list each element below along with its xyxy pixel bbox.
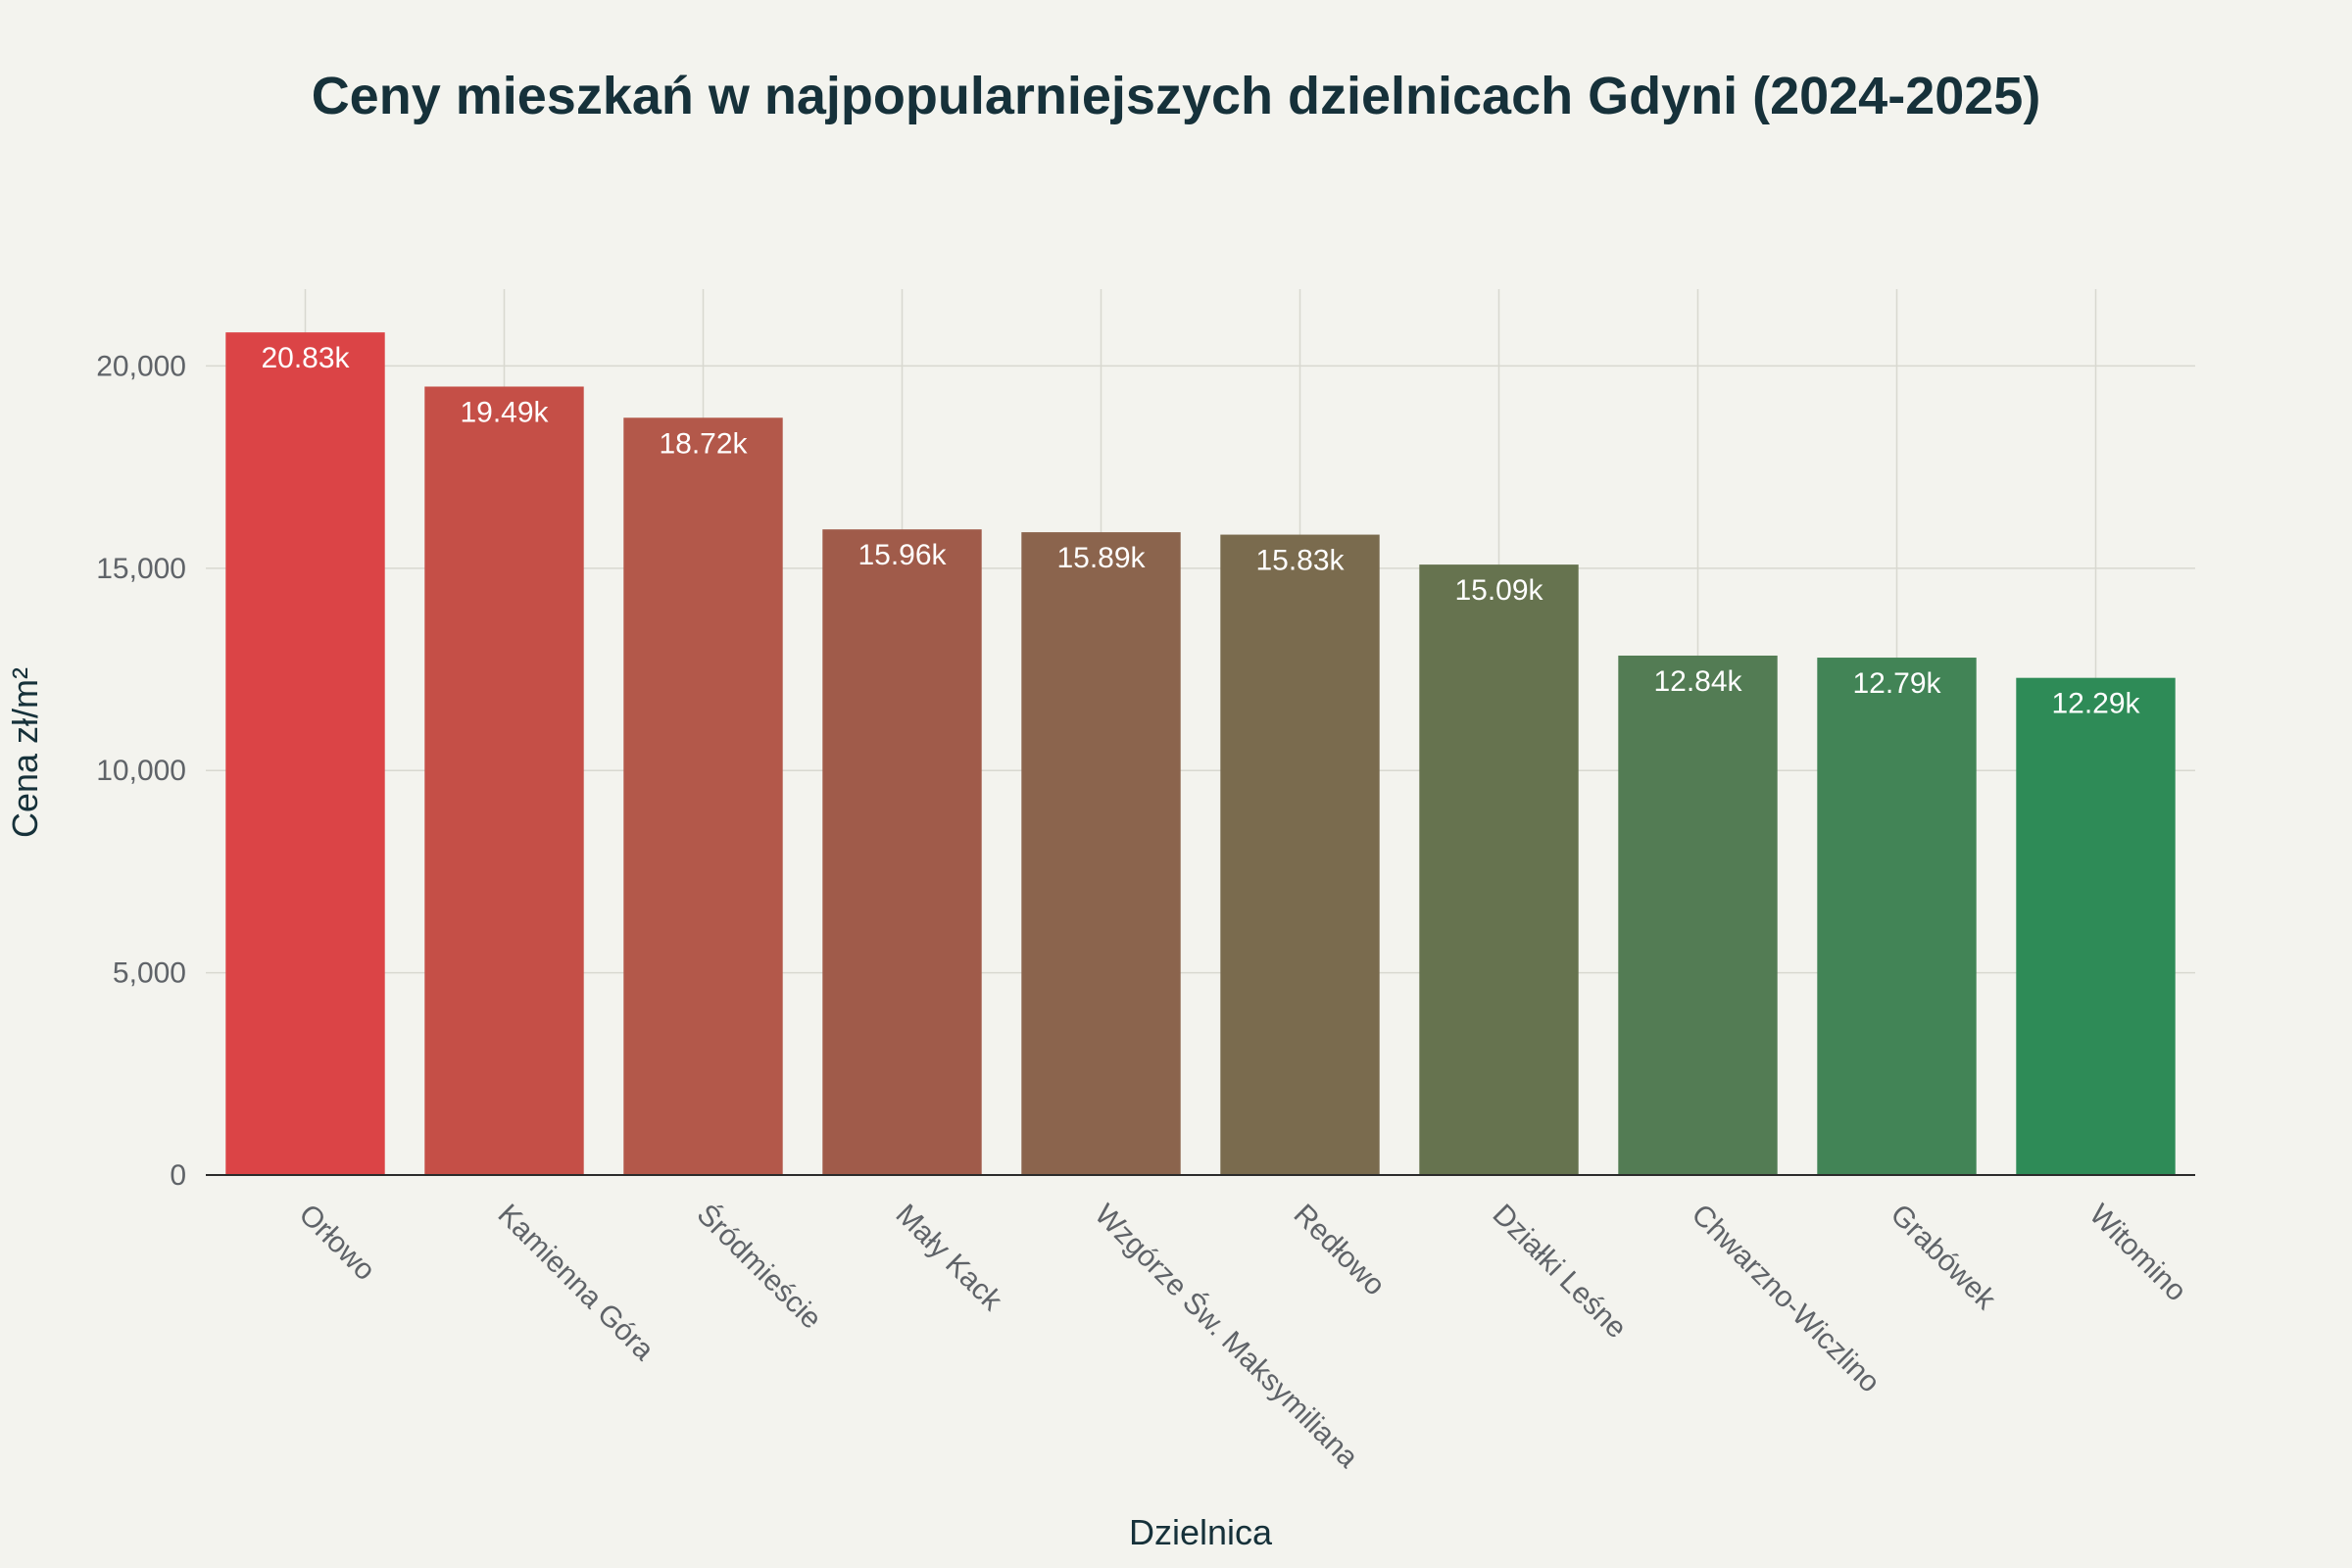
bar-value-label: 12.84k bbox=[1653, 665, 1742, 698]
bar bbox=[1817, 658, 1977, 1175]
y-tick-label: 5,000 bbox=[113, 957, 186, 990]
bar bbox=[1021, 532, 1181, 1175]
y-tick-label: 0 bbox=[170, 1159, 186, 1192]
x-axis-title: Dzielnica bbox=[1129, 1512, 1273, 1552]
bar-value-label: 20.83k bbox=[261, 342, 350, 374]
bar bbox=[424, 386, 584, 1175]
bar bbox=[1220, 534, 1380, 1175]
y-tick-label: 10,000 bbox=[96, 755, 186, 787]
bar-value-label: 18.72k bbox=[659, 427, 748, 460]
bar bbox=[1419, 564, 1579, 1175]
bar-value-label: 15.83k bbox=[1255, 545, 1345, 577]
y-tick-label: 20,000 bbox=[96, 350, 186, 382]
bar-value-label: 12.29k bbox=[2051, 688, 2140, 720]
bar bbox=[2016, 677, 2176, 1175]
chart-title: Ceny mieszkań w najpopularniejszych dzie… bbox=[312, 67, 2041, 125]
bar-value-label: 19.49k bbox=[460, 396, 549, 428]
bar bbox=[225, 332, 385, 1175]
bar bbox=[822, 529, 982, 1175]
bar-value-label: 15.89k bbox=[1056, 542, 1146, 574]
y-axis-title: Cena zł/m² bbox=[5, 667, 45, 838]
bar-value-label: 12.79k bbox=[1852, 667, 1941, 700]
bar-value-label: 15.09k bbox=[1454, 574, 1544, 607]
bar bbox=[623, 417, 783, 1175]
y-tick-label: 15,000 bbox=[96, 553, 186, 585]
bar-value-label: 15.96k bbox=[858, 539, 947, 571]
bars bbox=[225, 332, 2176, 1175]
bar bbox=[1618, 655, 1778, 1175]
